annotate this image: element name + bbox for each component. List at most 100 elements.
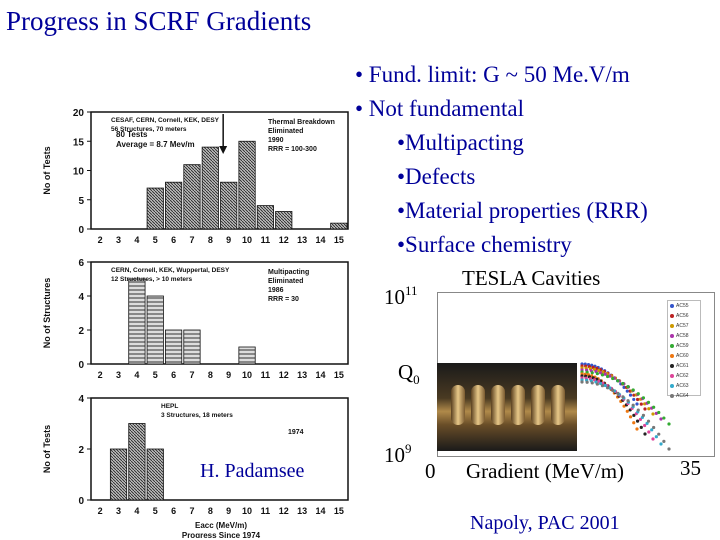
- x-tick-label: 6: [171, 506, 176, 516]
- tesla-data-point: [616, 379, 620, 383]
- panel-annotation: RRR = 100-300: [268, 146, 317, 153]
- panel-header: HEPL: [161, 403, 178, 410]
- bar: [109, 448, 128, 501]
- x-tick-label: 2: [98, 506, 103, 516]
- legend-label: AC60: [676, 353, 689, 359]
- legend-label: AC57: [676, 323, 689, 329]
- y-tick-label: 2: [78, 326, 84, 337]
- x-tick-label: 4: [134, 506, 139, 516]
- x-tick-label: 3: [116, 235, 121, 245]
- tesla-title: TESLA Cavities: [462, 266, 601, 290]
- tesla-data-point: [631, 388, 635, 392]
- legend-marker: [670, 324, 674, 328]
- panel-header: CERN, Cornell, KEK, Wuppertal, DESY: [111, 267, 230, 274]
- tesla-data-point: [603, 383, 607, 388]
- x-tick-label: 11: [261, 506, 271, 516]
- tesla-data-point: [590, 371, 594, 375]
- x-tick-label: 7: [189, 506, 194, 516]
- x-tick-label: 10: [242, 506, 252, 516]
- y-tick-label: 5: [78, 196, 84, 207]
- author-napoly: Napoly, PAC 2001: [470, 512, 620, 534]
- tesla-data-point: [636, 392, 640, 396]
- legend-entry: AC57: [668, 321, 700, 331]
- tesla-data-point: [662, 416, 666, 420]
- panel-frame: [90, 261, 349, 365]
- tesla-data-point: [647, 407, 651, 411]
- slide-title: Progress in SCRF Gradients: [6, 6, 312, 36]
- x-tick-label: 11: [261, 235, 271, 245]
- legend-label: AC59: [676, 343, 689, 349]
- tesla-data-point: [657, 432, 661, 436]
- x-tick-label: 14: [315, 506, 325, 516]
- tesla-data-point: [622, 404, 626, 408]
- legend-label: AC63: [676, 383, 689, 389]
- tesla-data-point: [635, 427, 639, 431]
- bar: [183, 329, 201, 365]
- tesla-y-label: Q0: [398, 360, 420, 388]
- bar: [330, 222, 348, 230]
- x-tick-label: 2: [98, 370, 103, 380]
- tesla-data-point: [590, 381, 594, 385]
- legend-label: AC56: [676, 313, 689, 319]
- tesla-data-point: [643, 402, 647, 406]
- tesla-data-point: [608, 386, 612, 390]
- sub-bullet-multipacting: •Multipacting: [397, 130, 524, 155]
- x-tick-label: 9: [226, 506, 231, 516]
- tesla-data-point: [646, 400, 651, 405]
- tesla-data-point: [632, 413, 636, 417]
- tesla-data-point: [662, 439, 666, 443]
- cavity-cell: [531, 385, 545, 425]
- x-tick-label: 13: [297, 370, 307, 380]
- tesla-y-bottom-label: 109: [384, 441, 412, 467]
- legend-label: AC55: [676, 303, 689, 309]
- tesla-data-point: [647, 430, 651, 434]
- bar: [146, 295, 164, 365]
- tesla-data-point: [585, 380, 589, 384]
- bar: [201, 146, 219, 230]
- cavity-cell: [551, 385, 565, 425]
- tesla-data-point: [646, 419, 651, 423]
- y-tick-label: 0: [78, 225, 84, 236]
- bar: [275, 211, 293, 230]
- x-tick-label: 9: [226, 235, 231, 245]
- y-tick-label: 4: [78, 292, 84, 303]
- legend-entry: AC59: [668, 341, 700, 351]
- tesla-data-point: [643, 432, 647, 436]
- panel-annotation: Eliminated: [268, 128, 303, 135]
- bar: [256, 205, 274, 230]
- tesla-data-point: [659, 417, 663, 421]
- tesla-data-point: [659, 442, 663, 446]
- bar: [183, 164, 201, 230]
- legend-marker: [670, 374, 674, 378]
- tesla-data-point: [598, 381, 603, 386]
- x-tick-label: 3: [116, 506, 121, 516]
- y-tick-label: 4: [78, 394, 84, 405]
- tesla-data-point: [667, 447, 671, 451]
- bar: [165, 181, 183, 230]
- x-tick-label: 6: [171, 235, 176, 245]
- tesla-data-point: [625, 409, 629, 413]
- x-tick-label: 5: [153, 506, 158, 516]
- legend-marker: [670, 384, 674, 388]
- tesla-data-point: [611, 376, 615, 381]
- panel-annotation: Eliminated: [268, 278, 303, 285]
- tesla-data-point: [598, 371, 603, 375]
- y-axis-label: No of Tests: [42, 146, 52, 194]
- y-tick-label: 2: [78, 445, 84, 456]
- tesla-data-point: [667, 422, 671, 426]
- tesla-data-point: [621, 381, 625, 386]
- legend-entry: AC64: [668, 391, 700, 401]
- cavity-cell: [451, 385, 465, 425]
- tesla-data-point: [595, 372, 599, 376]
- x-axis-label: Eacc (MeV/m): [195, 521, 247, 530]
- tesla-data-point: [605, 374, 610, 379]
- x-tick-label: 14: [315, 370, 325, 380]
- tesla-data-point: [625, 389, 629, 393]
- x-tick-label: 8: [208, 235, 213, 245]
- tesla-data-point: [628, 393, 633, 397]
- tesla-x-max-label: 35: [680, 456, 701, 480]
- legend-label: AC64: [676, 393, 689, 399]
- x-tick-label: 6: [171, 370, 176, 380]
- tesla-data-point: [632, 421, 636, 425]
